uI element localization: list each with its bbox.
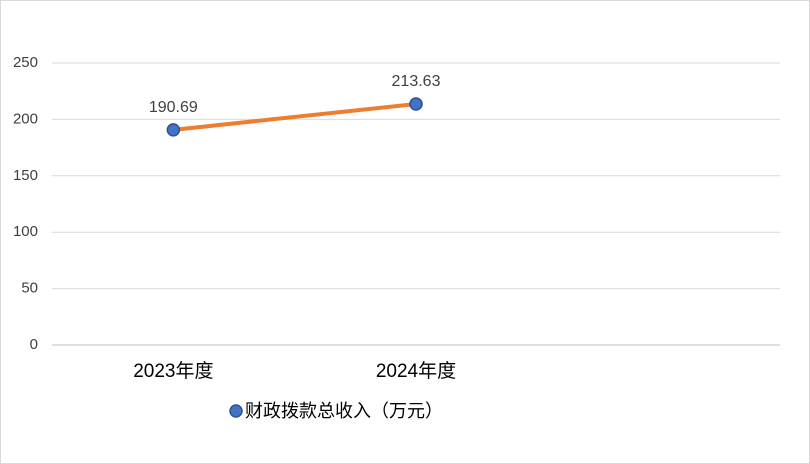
y-tick-label: 0	[30, 336, 38, 353]
y-tick-label: 200	[13, 110, 38, 127]
data-line	[171, 102, 418, 132]
y-tick-label: 50	[21, 280, 38, 297]
x-tick-label: 2024年度	[376, 360, 456, 382]
data-label: 190.69	[149, 99, 198, 116]
legend-label: 财政拨款总收入（万元）	[245, 401, 443, 421]
data-label: 213.63	[392, 73, 441, 90]
data-point	[166, 123, 181, 137]
y-tick-label: 150	[13, 167, 38, 184]
x-tick-label: 2023年度	[133, 360, 213, 382]
y-tick-label: 250	[13, 54, 38, 71]
data-point	[409, 97, 423, 111]
y-tick-label: 100	[13, 223, 38, 240]
legend-marker	[229, 404, 243, 418]
